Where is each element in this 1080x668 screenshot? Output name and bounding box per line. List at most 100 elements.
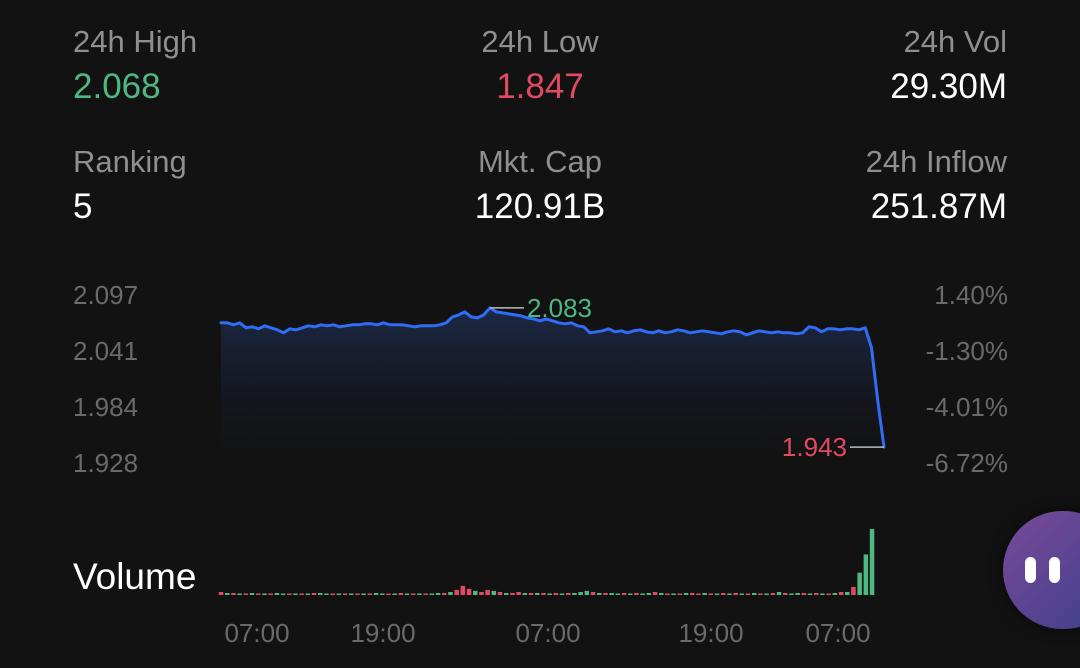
y-tick-left: 1.984 <box>73 392 139 422</box>
volume-bar <box>398 593 404 595</box>
volume-bar <box>659 593 664 595</box>
volume-bar <box>597 593 602 595</box>
volume-bar <box>690 593 695 595</box>
volume-bar <box>293 593 298 595</box>
volume-bar <box>634 593 639 595</box>
volume-bar <box>826 593 831 595</box>
volume-bar <box>435 593 441 595</box>
volume-bar <box>522 593 528 595</box>
volume-bar <box>311 593 317 595</box>
volume-bar <box>851 586 856 595</box>
x-tick: 19:00 <box>678 618 744 648</box>
stat-value: 5 <box>73 187 93 226</box>
volume-bar <box>640 593 645 595</box>
volume-bar <box>392 593 397 595</box>
high-marker-label: 2.083 <box>527 293 592 323</box>
price-line <box>219 306 886 449</box>
volume-bar <box>361 593 366 595</box>
x-tick: 07:00 <box>224 618 290 648</box>
volume-bar <box>417 593 422 595</box>
volume-bar <box>869 529 875 595</box>
volume-bar <box>454 589 459 595</box>
volume-bar <box>696 593 701 595</box>
volume-bar <box>752 593 757 595</box>
volume-bar <box>442 593 447 595</box>
volume-bars <box>218 529 875 595</box>
volume-bar <box>727 593 732 595</box>
volume-bar <box>832 593 838 595</box>
volume-bar <box>814 593 819 595</box>
stat-label: Mkt. Cap <box>477 144 603 179</box>
volume-bar <box>262 593 267 595</box>
y-tick-right: -6.72% <box>925 448 1008 478</box>
stat-value: 2.068 <box>73 67 161 106</box>
volume-title: Volume <box>73 556 197 597</box>
volume-bar <box>510 593 515 595</box>
volume-bar <box>479 592 484 595</box>
volume-bar <box>336 593 342 595</box>
volume-bar <box>268 593 273 595</box>
volume-bar <box>857 572 862 595</box>
volume-bar <box>249 593 255 595</box>
volume-bar <box>448 592 453 595</box>
pause-icon <box>1025 557 1036 583</box>
volume-bar <box>820 593 825 595</box>
volume-bar <box>225 593 230 595</box>
volume-bar <box>578 592 583 595</box>
volume-bar <box>603 593 608 595</box>
low-marker-label: 1.943 <box>782 432 847 462</box>
volume-bar <box>423 593 428 595</box>
volume-bar <box>628 593 633 595</box>
volume-bar <box>280 593 286 595</box>
price-area <box>221 307 884 480</box>
volume-bar <box>218 592 224 595</box>
volume-bar <box>528 593 534 595</box>
y-tick-right: -4.01% <box>925 392 1008 422</box>
stat-24h-inflow: 24h Inflow 251.87M <box>647 144 1007 228</box>
volume-bar <box>590 592 596 595</box>
stat-24h-low: 24h Low 1.847 <box>360 24 720 108</box>
stat-label: Ranking <box>73 144 187 179</box>
volume-bar <box>466 588 472 595</box>
volume-bar <box>460 585 466 595</box>
y-tick-left: 1.928 <box>73 448 139 478</box>
volume-bar <box>652 592 658 595</box>
volume-bar <box>801 593 807 595</box>
volume-bar <box>237 593 242 595</box>
stat-value: 251.87M <box>870 187 1007 226</box>
pause-icon <box>1049 557 1060 583</box>
volume-bar <box>807 593 813 595</box>
stat-24h-vol: 24h Vol 29.30M <box>647 24 1007 108</box>
y-tick-left: 2.041 <box>73 336 139 366</box>
volume-bar <box>683 593 689 595</box>
volume-bar <box>739 593 745 595</box>
stat-label: 24h Low <box>481 24 599 59</box>
x-tick: 19:00 <box>350 618 416 648</box>
y-tick-right: -1.30% <box>925 336 1008 366</box>
volume-bar <box>318 593 323 595</box>
volume-bar <box>559 593 565 595</box>
volume-bar <box>367 593 373 595</box>
volume-bar <box>349 593 354 595</box>
volume-bar <box>231 593 236 595</box>
volume-bar <box>516 592 521 595</box>
volume-bar <box>789 593 794 595</box>
volume-bar <box>702 593 707 595</box>
volume-bar <box>541 593 546 595</box>
volume-bar <box>646 593 652 595</box>
volume-bar <box>838 592 844 595</box>
stat-label: 24h Inflow <box>865 144 1007 179</box>
volume-bar <box>758 593 763 595</box>
volume-bar <box>404 593 410 595</box>
volume-bar <box>708 593 714 595</box>
volume-bar <box>324 593 329 595</box>
volume-bar <box>863 554 869 595</box>
volume-bar <box>287 593 292 595</box>
stat-value: 120.91B <box>474 187 606 226</box>
stat-market-cap: Mkt. Cap 120.91B <box>360 144 720 228</box>
volume-bar <box>671 593 676 595</box>
volume-bar <box>491 590 497 595</box>
volume-bar <box>342 593 348 595</box>
